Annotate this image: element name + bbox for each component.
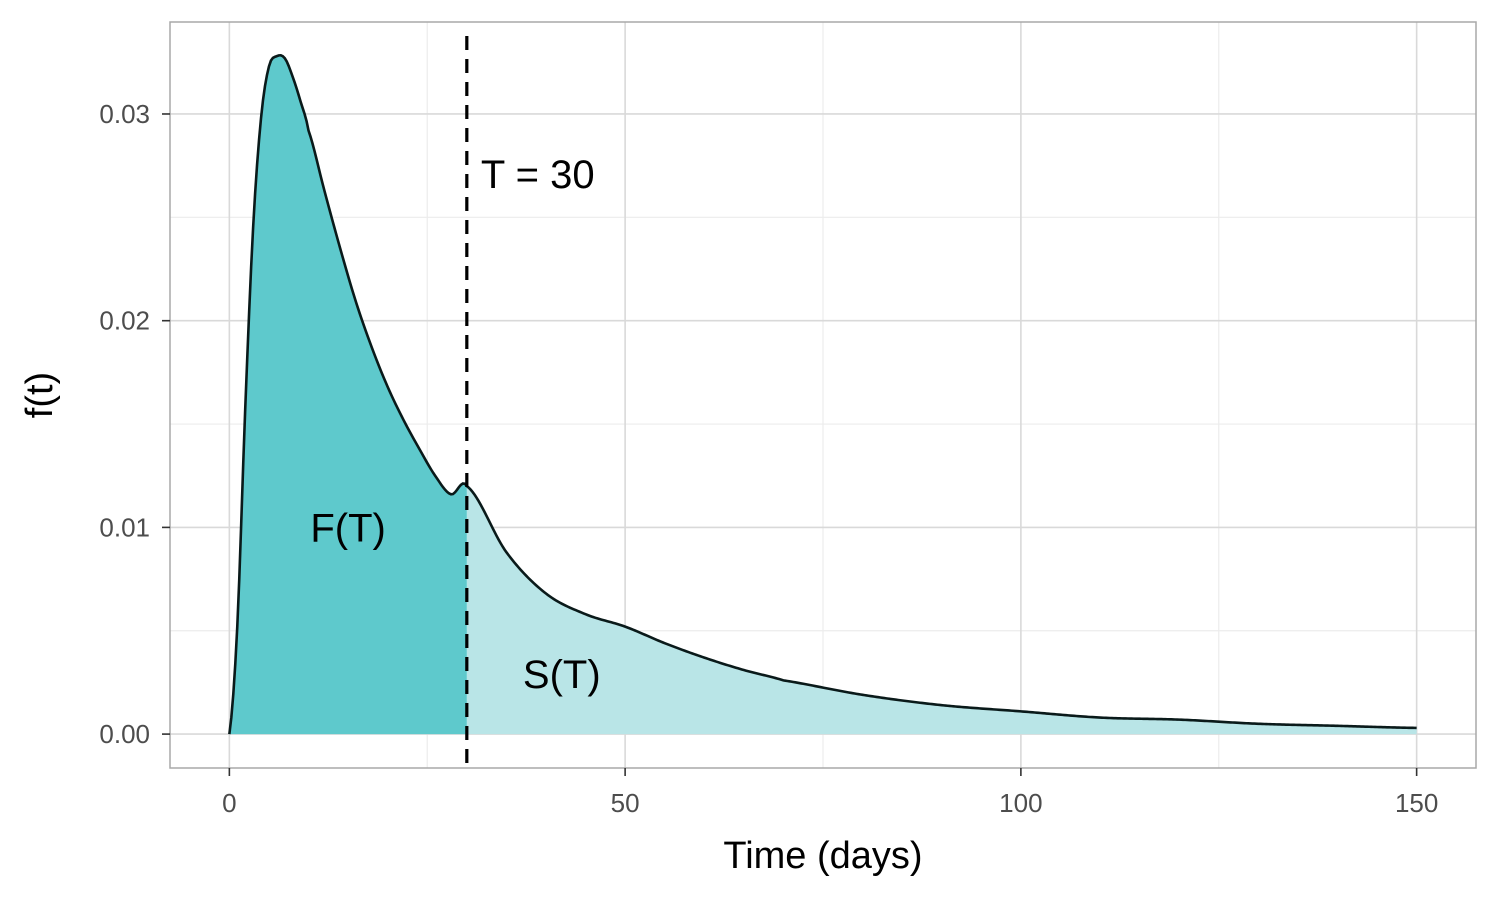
area-before-cutoff	[229, 55, 467, 735]
x-tick-label: 100	[999, 788, 1042, 818]
panel-border	[169, 21, 1477, 769]
y-tick-label: 0.03	[99, 99, 150, 129]
x-tick-label: 50	[611, 788, 640, 818]
density-curve-group	[228, 54, 1417, 735]
x-axis-ticks: 0 50 100 150	[222, 768, 1438, 818]
cutoff-label: T = 30	[481, 153, 595, 197]
y-tick-label: 0.01	[99, 512, 150, 542]
x-tick-label: 150	[1395, 788, 1438, 818]
area-after-label: S(T)	[523, 653, 601, 697]
y-tick-label: 0.00	[99, 719, 150, 749]
y-tick-label: 0.02	[99, 306, 150, 336]
x-axis-title: Time (days)	[723, 835, 922, 877]
y-axis-ticks: 0.00 0.01 0.02 0.03	[99, 99, 170, 749]
y-axis-title: f(t)	[19, 372, 61, 418]
area-after-cutoff	[466, 486, 1417, 735]
shaded-areas	[229, 55, 1417, 735]
area-before-label: F(T)	[310, 506, 386, 550]
x-tick-label: 0	[222, 788, 236, 818]
density-curve	[228, 54, 1417, 735]
